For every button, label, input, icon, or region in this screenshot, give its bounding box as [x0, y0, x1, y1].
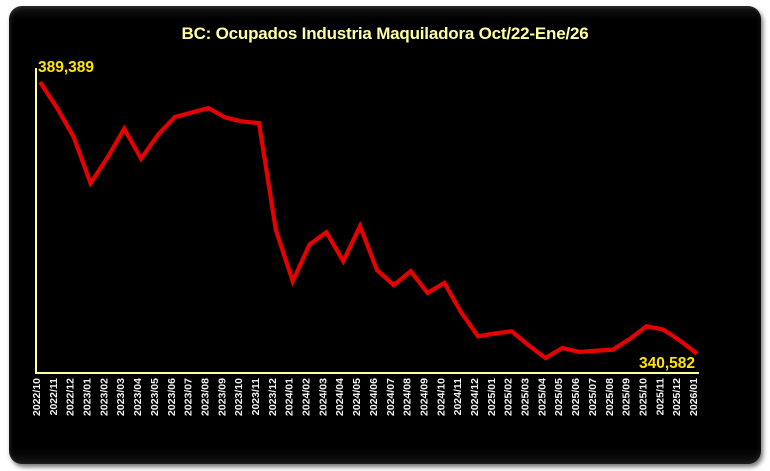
- x-tick-label: 2024/03: [317, 378, 329, 416]
- x-tick-label: 2024/07: [385, 378, 397, 416]
- x-axis-tick-labels: 2022/10 2022/11 2022/12 2023/01 2023/02 2023/…: [31, 378, 700, 416]
- x-tick-label: 2025/01: [486, 378, 498, 416]
- x-tick-label: 2024/11: [452, 378, 464, 416]
- x-tick-label: 2025/10: [637, 378, 649, 416]
- x-tick-label: 2024/05: [351, 378, 363, 416]
- line-chart: 389,389 340,582 2022/10 2022/11 2022/12 202…: [31, 59, 700, 416]
- x-tick-label: 2026/01: [688, 378, 700, 416]
- x-tick-label: 2023/12: [267, 378, 279, 416]
- x-tick-label: 2025/09: [621, 378, 633, 416]
- x-tick-label: 2023/08: [199, 378, 211, 416]
- last-value-label: 340,582: [639, 355, 695, 372]
- x-tick-label: 2022/11: [48, 378, 60, 416]
- x-tick-label: 2023/01: [82, 378, 94, 416]
- x-tick-label: 2023/10: [233, 378, 245, 416]
- chart-panel: BC: Ocupados Industria Maquiladora Oct/2…: [9, 6, 761, 464]
- x-tick-label: 2023/09: [216, 378, 228, 416]
- plot-area: 389,389 340,582 2022/10 2022/11 2022/12 202…: [9, 6, 761, 464]
- x-tick-label: 2024/10: [435, 378, 447, 416]
- x-tick-label: 2024/04: [334, 378, 346, 416]
- first-value-label: 389,389: [38, 59, 94, 76]
- x-tick-label: 2022/10: [31, 378, 43, 416]
- x-tick-label: 2024/12: [469, 378, 481, 416]
- x-tick-label: 2024/06: [368, 378, 380, 416]
- chart-axes: [34, 68, 699, 375]
- x-tick-label: 2023/04: [132, 378, 144, 416]
- x-tick-label: 2024/01: [284, 378, 296, 416]
- x-tick-label: 2025/07: [587, 378, 599, 416]
- chart-title: BC: Ocupados Industria Maquiladora Oct/2…: [181, 24, 589, 43]
- x-tick-label: 2025/03: [520, 378, 532, 416]
- x-tick-label: 2023/07: [183, 378, 195, 416]
- x-tick-label: 2023/02: [98, 378, 110, 416]
- x-tick-label: 2024/08: [402, 378, 414, 416]
- x-tick-label: 2024/02: [301, 378, 313, 416]
- x-tick-label: 2025/04: [536, 378, 548, 416]
- x-tick-label: 2025/06: [570, 378, 582, 416]
- x-tick-label: 2023/11: [250, 378, 262, 416]
- x-tick-label: 2024/09: [418, 378, 430, 416]
- x-tick-label: 2025/02: [503, 378, 515, 416]
- x-tick-label: 2025/12: [671, 378, 683, 416]
- x-tick-label: 2023/05: [149, 378, 161, 416]
- x-tick-label: 2022/12: [65, 378, 77, 416]
- x-tick-label: 2025/11: [654, 378, 666, 416]
- x-tick-label: 2023/03: [115, 378, 127, 416]
- x-tick-label: 2025/08: [604, 378, 616, 416]
- data-series-line: [38, 80, 699, 361]
- x-tick-label: 2025/05: [553, 378, 565, 416]
- x-tick-label: 2023/06: [166, 378, 178, 416]
